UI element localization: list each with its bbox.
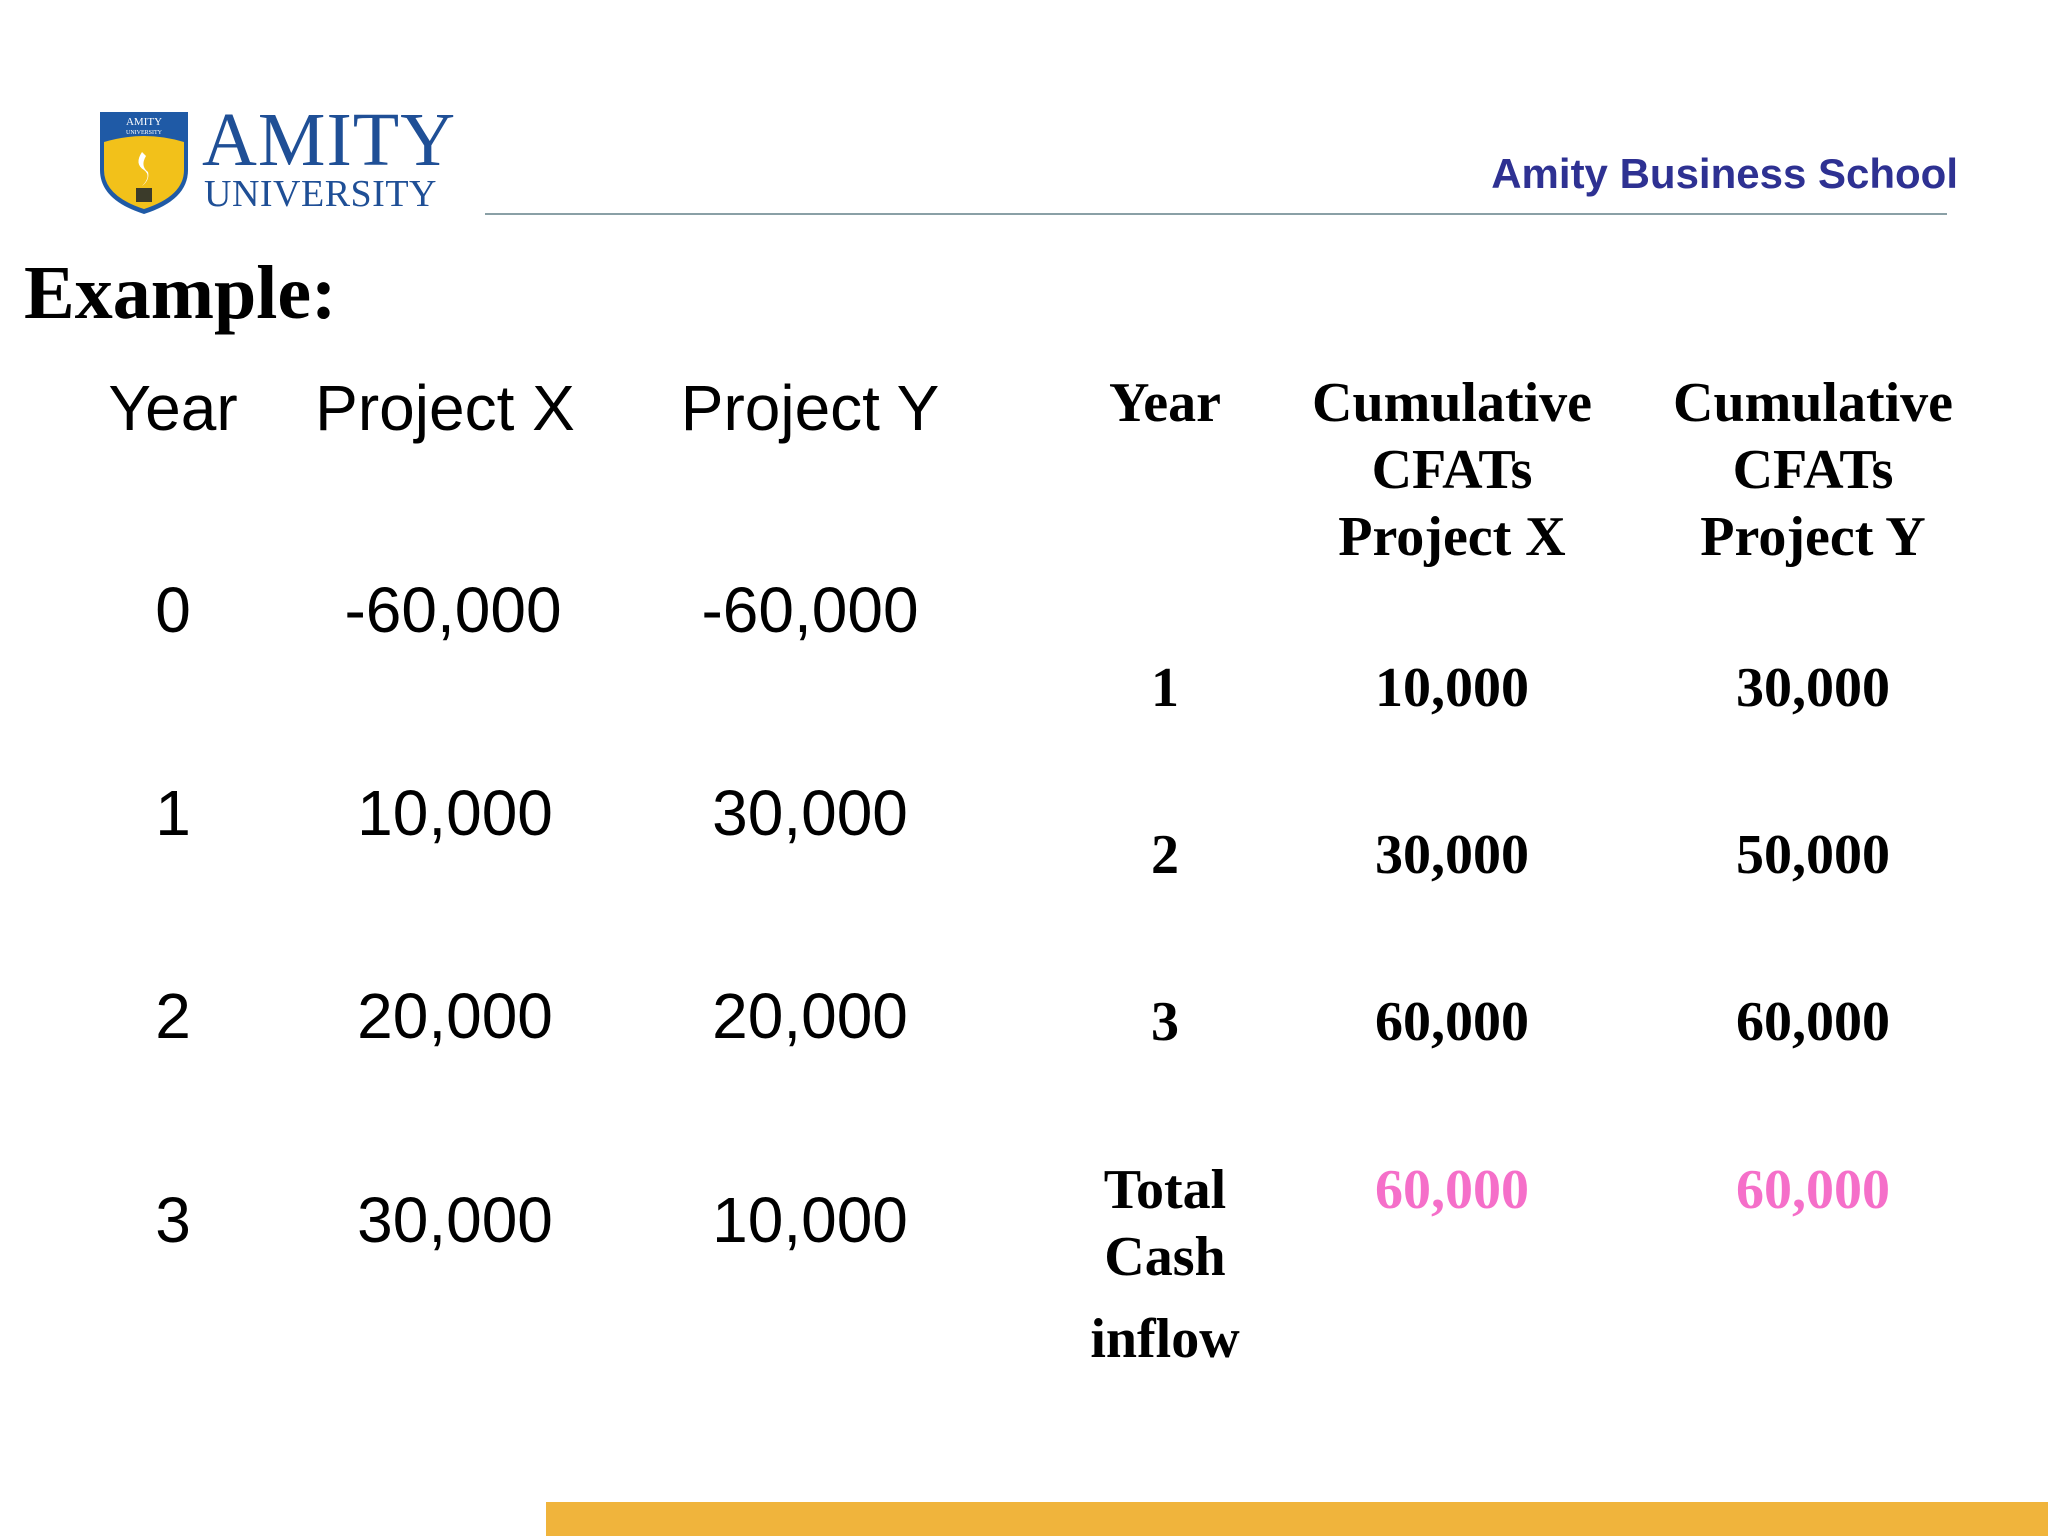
- table-cell: 60,000: [1736, 991, 1890, 1053]
- right-header-cum-x-line3: Project X: [1338, 506, 1566, 568]
- table-cell: 60,000: [1375, 991, 1529, 1053]
- right-header-year: Year: [1109, 372, 1221, 434]
- right-header-cum-x-line1: Cumulative: [1312, 372, 1592, 434]
- table-cell: 10,000: [712, 1184, 908, 1256]
- right-header-cum-y-line3: Project Y: [1700, 506, 1926, 568]
- right-header-cum-y-line2: CFATs: [1732, 439, 1894, 501]
- logo-wordmark-university: UNIVERSITY: [204, 173, 437, 215]
- header-divider: [485, 213, 1947, 215]
- slide-title: Example:: [24, 251, 337, 335]
- left-header-project-x: Project X: [315, 372, 575, 444]
- table-cell: 3: [1151, 991, 1179, 1053]
- table-cell: 30,000: [357, 1184, 553, 1256]
- amity-university-logo: AMITY UNIVERSITY AMITY UNIVERSITY: [98, 102, 455, 218]
- table-cell: 20,000: [712, 980, 908, 1052]
- table-cell: 3: [155, 1184, 191, 1256]
- table-cell: 30,000: [712, 777, 908, 849]
- right-header-cum-y-line1: Cumulative: [1673, 372, 1953, 434]
- table-cell: 2: [155, 980, 191, 1052]
- table-cell: -60,000: [701, 574, 919, 646]
- left-header-project-y: Project Y: [680, 372, 940, 444]
- logo-wordmark-amity: AMITY: [202, 98, 457, 182]
- table-cell: 20,000: [357, 980, 553, 1052]
- table-cell: 30,000: [1375, 824, 1529, 886]
- table-cell: 30,000: [1736, 657, 1890, 719]
- table-cell: 2: [1151, 824, 1179, 886]
- table-cell: 1: [1151, 657, 1179, 719]
- left-header-year: Year: [108, 372, 238, 444]
- right-header-cum-x-line2: CFATs: [1371, 439, 1533, 501]
- footer-gold-bar: [546, 1502, 2048, 1536]
- svg-text:UNIVERSITY: UNIVERSITY: [126, 130, 163, 136]
- total-label-line2: Cash: [1104, 1226, 1226, 1288]
- total-label-line3: inflow: [1090, 1308, 1240, 1370]
- table-cell: 50,000: [1736, 824, 1890, 886]
- total-label-line1: Total: [1103, 1159, 1227, 1221]
- svg-text:AMITY: AMITY: [126, 116, 162, 128]
- total-cum-x: 60,000: [1375, 1159, 1529, 1221]
- table-cell: 10,000: [1375, 657, 1529, 719]
- shield-icon: AMITY UNIVERSITY: [100, 112, 188, 214]
- school-name: Amity Business School: [1491, 150, 1958, 197]
- table-cell: 1: [155, 777, 191, 849]
- table-cell: 0: [155, 574, 191, 646]
- table-cell: -60,000: [344, 574, 562, 646]
- table-cell: 10,000: [357, 777, 553, 849]
- total-cum-y: 60,000: [1736, 1159, 1890, 1221]
